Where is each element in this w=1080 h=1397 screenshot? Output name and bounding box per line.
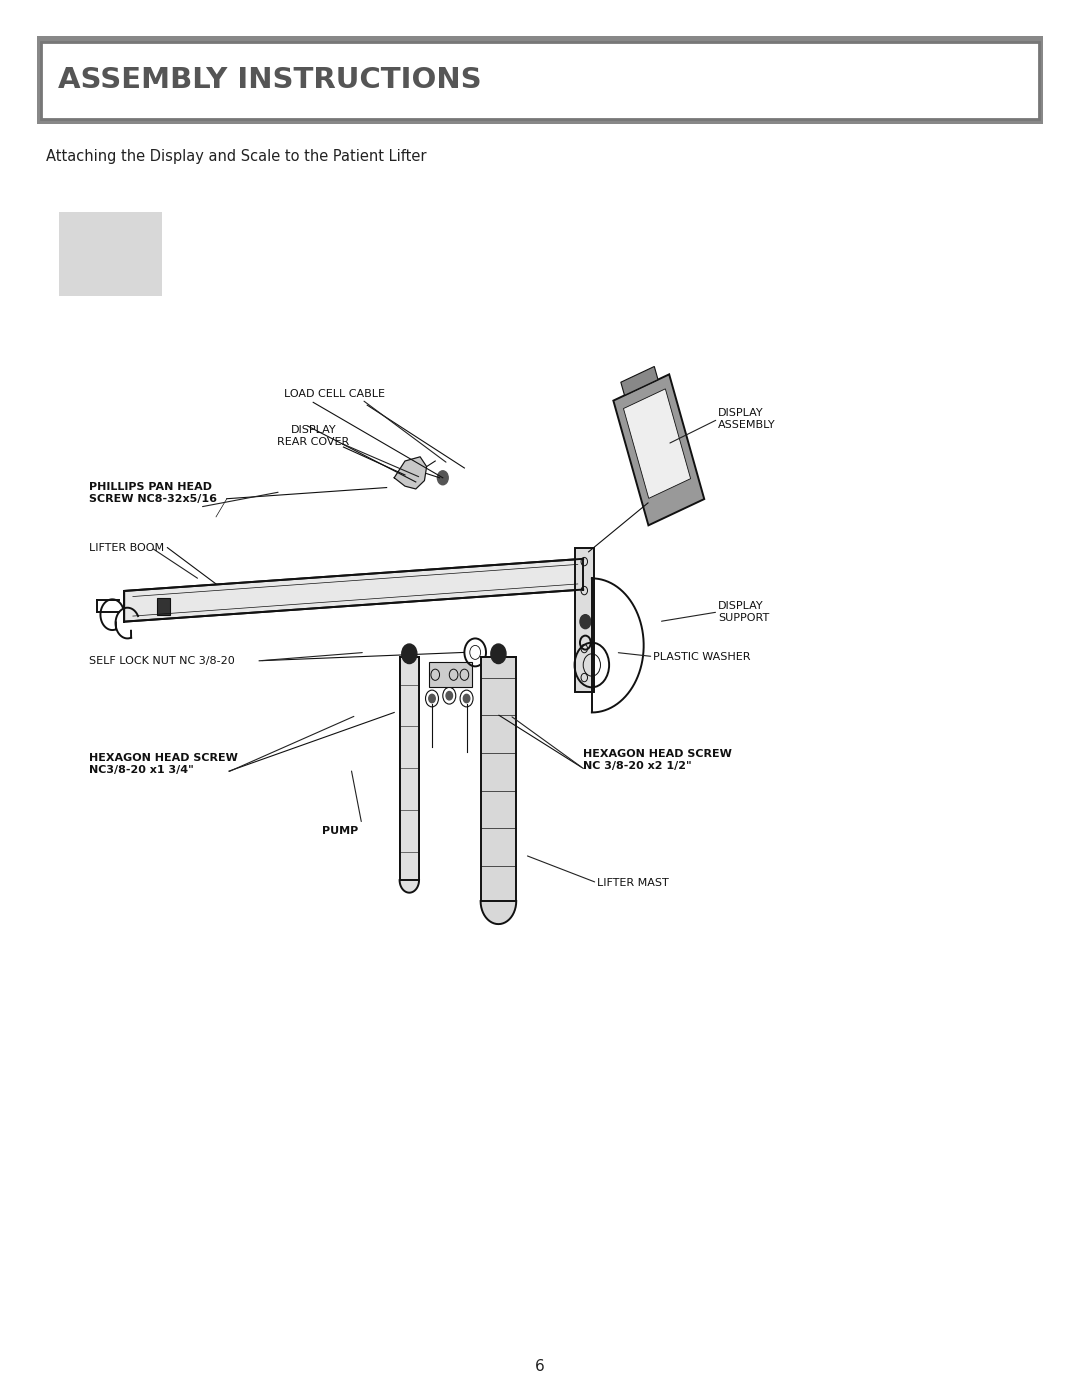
Text: DISPLAY
REAR COVER: DISPLAY REAR COVER: [278, 425, 349, 447]
Text: DISPLAY
SUPPORT: DISPLAY SUPPORT: [718, 601, 769, 623]
Text: PHILLIPS PAN HEAD
SCREW NC8-32x5/16: PHILLIPS PAN HEAD SCREW NC8-32x5/16: [89, 482, 217, 504]
Text: HEXAGON HEAD SCREW
NC3/8-20 x1 3/4": HEXAGON HEAD SCREW NC3/8-20 x1 3/4": [89, 753, 238, 775]
Bar: [575, 548, 594, 692]
Text: LIFTER MAST: LIFTER MAST: [597, 877, 669, 888]
Circle shape: [446, 692, 453, 700]
Text: HEXAGON HEAD SCREW
NC 3/8-20 x2 1/2": HEXAGON HEAD SCREW NC 3/8-20 x2 1/2": [583, 749, 732, 771]
Text: Attaching the Display and Scale to the Patient Lifter: Attaching the Display and Scale to the P…: [46, 149, 427, 165]
Polygon shape: [124, 559, 583, 622]
Circle shape: [437, 471, 448, 485]
Bar: [429, 662, 472, 687]
Bar: [481, 657, 516, 901]
FancyBboxPatch shape: [37, 36, 1043, 124]
Circle shape: [402, 644, 417, 664]
Text: LIFTER BOOM: LIFTER BOOM: [89, 542, 164, 553]
Polygon shape: [394, 457, 427, 489]
Circle shape: [463, 694, 470, 703]
FancyBboxPatch shape: [41, 42, 1039, 119]
Polygon shape: [400, 880, 419, 893]
Polygon shape: [623, 388, 690, 499]
Polygon shape: [481, 901, 516, 925]
Polygon shape: [621, 366, 658, 395]
Circle shape: [429, 694, 435, 703]
Text: SELF LOCK NUT NC 3/8-20: SELF LOCK NUT NC 3/8-20: [89, 655, 234, 666]
Text: PUMP: PUMP: [322, 826, 359, 837]
Text: ASSEMBLY INSTRUCTIONS: ASSEMBLY INSTRUCTIONS: [58, 66, 482, 95]
Text: 6: 6: [535, 1359, 545, 1373]
Polygon shape: [613, 374, 704, 525]
Circle shape: [490, 644, 505, 664]
Text: DISPLAY
ASSEMBLY: DISPLAY ASSEMBLY: [718, 408, 775, 430]
Text: LOAD CELL CABLE: LOAD CELL CABLE: [284, 388, 386, 400]
Text: PLASTIC WASHER: PLASTIC WASHER: [653, 651, 751, 662]
Bar: [157, 598, 170, 615]
Bar: [59, 212, 162, 296]
Bar: [400, 657, 419, 880]
Circle shape: [580, 615, 591, 629]
